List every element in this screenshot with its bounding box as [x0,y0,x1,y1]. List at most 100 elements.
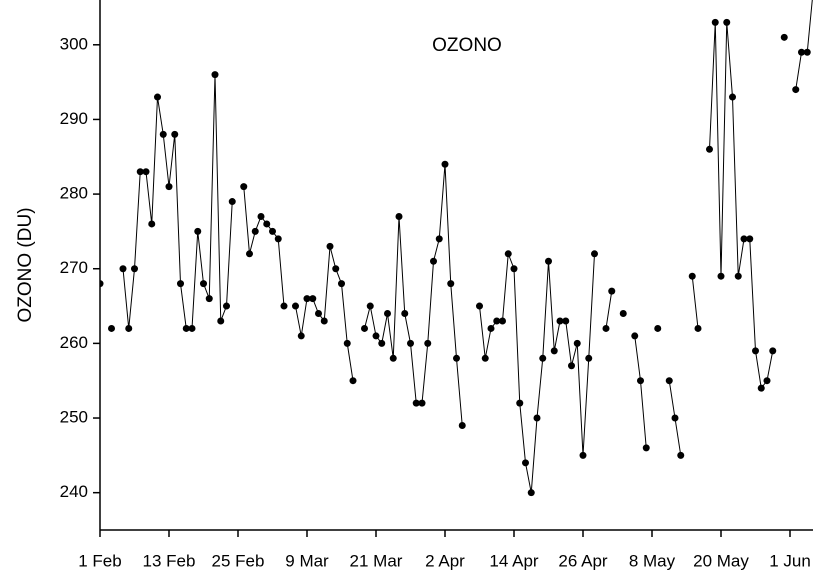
data-point [257,212,265,220]
data-point [545,257,552,265]
x-tick-label: 9 Mar [285,551,329,570]
data-point [217,317,225,325]
data-point [251,227,259,235]
y-tick-label: 240 [60,482,88,501]
data-point [752,347,759,355]
data-point [395,212,403,220]
data-point [527,489,535,497]
x-tick-label: 1 Feb [78,551,121,570]
data-point [292,302,299,310]
x-tick-label: 26 Apr [558,551,607,570]
data-point [188,324,196,332]
y-axis-label: OZONO (DU) [15,207,36,322]
data-point [297,332,305,340]
data-point [665,377,673,385]
data-point [447,280,455,288]
data-point [717,272,725,280]
data-point [510,265,518,273]
data-point [171,130,179,138]
data-point [568,362,575,370]
data-point [418,399,426,407]
y-tick-label: 280 [60,184,88,203]
data-point [711,18,719,26]
data-point [177,280,184,288]
plot-area [100,0,813,497]
data-point [792,86,800,94]
data-point [585,354,593,362]
data-point [205,295,213,303]
data-point [246,250,253,258]
x-tick-label: 21 Mar [350,551,403,570]
data-point [539,354,547,362]
data-point [424,339,432,347]
y-tick-label: 260 [60,333,88,352]
data-point [706,145,713,153]
data-point [182,324,190,332]
data-point [453,354,460,362]
x-tick-label: 8 May [629,551,676,570]
data-point [142,168,150,176]
data-point [338,280,345,288]
data-point [269,227,276,235]
data-point [194,227,202,235]
data-point [734,272,742,280]
data-point [481,354,489,362]
y-tick-label: 270 [60,258,88,277]
data-point [136,168,144,176]
data-point [435,235,443,243]
x-tick-label: 13 Feb [143,551,196,570]
data-point [746,235,754,243]
data-point [504,250,512,258]
data-point [320,317,328,325]
data-point [378,339,386,347]
data-point [637,377,644,385]
data-point [608,287,616,295]
data-point [671,414,679,422]
data-point [591,250,598,258]
data-point [366,302,374,310]
data-point [677,451,685,459]
data-point [556,317,564,325]
data-point [493,317,501,325]
data-point [326,242,334,250]
data-point [384,310,391,318]
data-point [550,347,558,355]
x-tick-label: 20 May [693,551,749,570]
data-point [349,377,357,385]
data-point [412,399,420,407]
data-point [619,310,627,318]
data-point [389,354,397,362]
data-point [579,451,587,459]
data-point [740,235,748,243]
data-point [729,93,736,101]
y-tick-label: 250 [60,408,88,427]
data-point [119,265,127,273]
data-point [240,183,248,191]
data-point [763,377,771,385]
data-point [430,257,437,265]
data-point [108,324,115,332]
data-point [223,302,230,310]
data-point [274,235,282,243]
x-tick-label: 2 Apr [425,551,465,570]
data-point [798,48,805,56]
data-point [100,280,104,288]
data-point [516,399,524,407]
data-point [522,459,529,467]
x-tick-label: 14 Apr [489,551,538,570]
x-tick-label: 25 Feb [212,551,265,570]
data-point [631,332,639,340]
data-point [315,310,322,318]
data-point [407,339,414,347]
data-point [487,324,495,332]
data-point [533,414,541,422]
data-point [458,421,466,429]
data-point [263,220,271,228]
data-point [154,93,161,101]
data-point [769,347,777,355]
y-tick-label: 290 [60,109,88,128]
data-point [228,198,236,206]
data-point [803,48,811,56]
data-point [200,280,207,288]
data-point [441,160,449,168]
